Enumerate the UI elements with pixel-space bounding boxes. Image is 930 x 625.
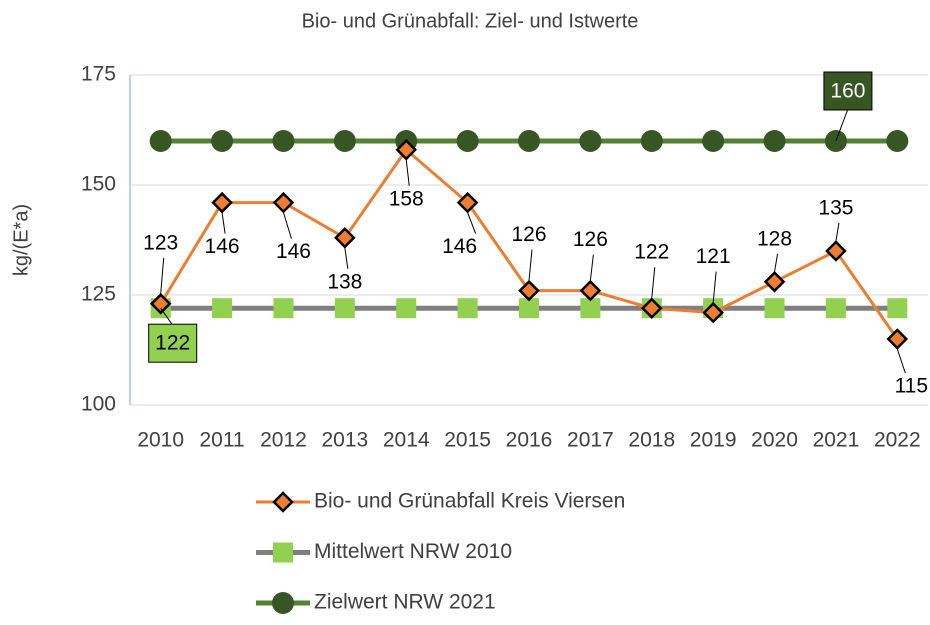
- x-tick-label: 2012: [260, 429, 307, 452]
- leader-line: [221, 212, 226, 234]
- x-tick-label: 2013: [321, 429, 368, 452]
- data-label: 126: [511, 223, 546, 246]
- y-tick-label: 175: [81, 63, 116, 86]
- diamond-marker: [886, 328, 909, 350]
- circle-marker: [763, 130, 786, 152]
- legend-label: Mittelwert NRW 2010: [314, 540, 512, 563]
- label-box: [823, 71, 873, 111]
- x-tick-label: 2014: [383, 429, 430, 452]
- leader-line: [835, 222, 840, 242]
- x-tick-label: 2022: [874, 429, 921, 452]
- x-tick-label: 2020: [751, 429, 798, 452]
- diamond-marker: [456, 191, 479, 214]
- data-label: 128: [757, 227, 792, 250]
- x-tick-label: 2019: [690, 429, 737, 452]
- circle-marker: [579, 130, 602, 152]
- circle-marker: [640, 130, 663, 152]
- circle-marker: [149, 130, 172, 152]
- leader-line: [160, 257, 165, 294]
- chart-title: Bio- und Grünabfall: Ziel- und Istwerte: [302, 10, 639, 32]
- leader-line: [589, 254, 594, 281]
- x-tick-label: 2016: [506, 429, 553, 452]
- data-label: 123: [143, 231, 178, 254]
- legend-marker: [272, 592, 294, 614]
- circle-marker: [518, 130, 540, 152]
- square-marker: [212, 298, 233, 319]
- data-label: 146: [276, 240, 311, 263]
- data-label: 122: [634, 241, 669, 264]
- data-label: 135: [818, 197, 853, 220]
- leader-line: [528, 249, 533, 281]
- circle-marker: [211, 130, 234, 152]
- y-tick-label: 150: [81, 173, 116, 196]
- square-marker: [457, 298, 478, 319]
- diamond-marker: [334, 227, 356, 249]
- x-tick-label: 2018: [628, 429, 675, 452]
- leader-line: [896, 348, 906, 374]
- circle-marker: [886, 130, 909, 152]
- diamond-marker: [763, 271, 786, 293]
- square-marker: [580, 298, 601, 319]
- label-box: [148, 323, 198, 363]
- data-label: 126: [573, 228, 608, 251]
- diamond-marker: [395, 139, 417, 161]
- diamond-marker: [211, 191, 233, 214]
- data-label: 122: [155, 332, 190, 355]
- circle-marker: [456, 130, 479, 152]
- legend-marker: [273, 542, 293, 563]
- circle-marker: [702, 130, 725, 152]
- square-marker: [396, 298, 417, 319]
- square-marker: [334, 298, 355, 319]
- square-marker: [887, 298, 908, 319]
- diamond-marker: [579, 279, 602, 302]
- data-label: 146: [442, 235, 477, 258]
- leader-line: [160, 307, 174, 326]
- data-label: 158: [389, 187, 424, 210]
- x-tick-label: 2015: [444, 429, 491, 452]
- leader-line: [405, 159, 410, 186]
- x-tick-label: 2017: [567, 429, 614, 452]
- diamond-marker: [641, 297, 663, 319]
- y-axis-label: kg/(E*a): [10, 204, 32, 276]
- x-tick-label: 2011: [199, 429, 244, 452]
- leader-line: [282, 212, 292, 239]
- y-tick-label: 125: [81, 283, 116, 306]
- legend-label: Bio- und Grünabfall Kreis Viersen: [314, 490, 625, 513]
- legend-label: Zielwert NRW 2021: [314, 591, 496, 614]
- leader-line: [774, 253, 779, 272]
- leader-line: [467, 212, 477, 234]
- x-tick-label: 2021: [813, 429, 860, 452]
- data-label: 121: [696, 245, 731, 268]
- diamond-marker: [272, 191, 295, 214]
- data-label: 160: [830, 80, 865, 103]
- data-label: 146: [205, 235, 240, 258]
- x-tick-label: 2010: [137, 429, 184, 452]
- square-marker: [273, 298, 294, 319]
- y-tick-label: 100: [81, 393, 116, 416]
- circle-marker: [333, 130, 356, 152]
- square-marker: [825, 298, 846, 319]
- data-label: 138: [327, 270, 362, 293]
- leader-line: [344, 247, 349, 269]
- leader-line: [712, 271, 717, 303]
- diamond-marker: [702, 301, 724, 324]
- leader-line: [651, 267, 656, 299]
- square-marker: [764, 298, 785, 319]
- leader-line: [835, 108, 849, 142]
- diamond-marker: [825, 240, 847, 262]
- square-marker: [519, 298, 539, 319]
- legend-marker: [272, 491, 294, 513]
- circle-marker: [272, 130, 295, 152]
- data-label: 115: [895, 375, 928, 398]
- diamond-marker: [149, 293, 172, 315]
- diamond-marker: [518, 279, 540, 302]
